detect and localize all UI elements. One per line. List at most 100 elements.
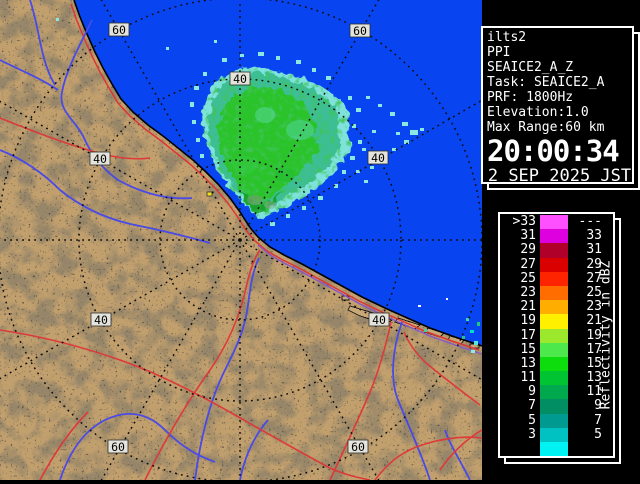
legend-left-label: 17: [520, 327, 536, 343]
legend-left-label: [500, 442, 540, 456]
legend-right-label: 21: [586, 313, 602, 329]
legend-left-label: 7: [528, 398, 536, 414]
range-ring-labels: 60 60 40 40 40 40 40 60 60: [89, 22, 390, 454]
radar-map: 60 60 40 40 40 40 40 60 60: [0, 0, 620, 484]
legend-color-swatch: [540, 356, 568, 372]
radar-map-canvas: 60 60 40 40 40 40 40 60 60: [0, 0, 620, 484]
legend-left-label: 3: [528, 426, 536, 442]
clock-date: 2 SEP 2025 JST: [487, 166, 632, 186]
legend-left-label: 19: [520, 313, 536, 329]
legend-right-label: 13: [586, 370, 602, 386]
legend-right-label: 11: [586, 384, 602, 400]
site-id: ilts2: [487, 30, 527, 45]
legend-right-label: 9: [594, 398, 602, 414]
legend-color-swatch: [540, 371, 568, 386]
legend-color-swatch: [540, 314, 568, 329]
prf-value: PRF: 1800Hz: [487, 90, 574, 105]
legend-color-swatch: [540, 342, 568, 357]
coast-line-purple: [257, 244, 483, 355]
legend-color-swatch: [540, 385, 568, 400]
legend-row: 29 31: [500, 242, 613, 258]
info-panel: ilts2 PPI SEAICE2_A_Z Task: SEAICE2_A PR…: [481, 26, 634, 186]
legend-right-label: 5: [594, 426, 602, 442]
legend-color-swatch: [540, 427, 568, 442]
clock-time: 20:00:34: [487, 134, 620, 168]
legend-row: 11 13: [500, 370, 613, 386]
legend-right-label: 17: [586, 341, 602, 357]
range-ring-label: 60: [112, 23, 126, 37]
legend-color-swatch: [540, 215, 568, 230]
range-ring-label: 40: [372, 313, 386, 327]
legend-row: 21 23: [500, 299, 613, 315]
legend-left-label: 11: [520, 370, 536, 386]
legend-right-label: 15: [586, 355, 602, 371]
legend-row: 9 11: [500, 384, 613, 400]
legend-row: 19 21: [500, 313, 613, 329]
legend-row: 15 17: [500, 341, 613, 357]
legend-color-swatch: [540, 442, 568, 457]
legend-color-swatch: [540, 285, 568, 301]
legend-left-label: 15: [520, 341, 536, 357]
legend-left-label: 13: [520, 355, 536, 371]
legend-right-label: 27: [586, 270, 602, 286]
legend-right-label: 23: [586, 299, 602, 315]
legend-row: 27 29: [500, 256, 613, 272]
legend-row-below-min: [500, 442, 613, 457]
max-range-value: Max Range:60 km: [487, 120, 605, 135]
coast-marker: [206, 191, 213, 197]
range-ring-label: 40: [233, 72, 247, 86]
legend-row: 31 33: [500, 228, 613, 244]
legend-left-label: 23: [520, 284, 536, 300]
range-ring-label: 40: [94, 313, 108, 327]
legend-right-label: 29: [586, 256, 602, 272]
elevation-value: Elevation:1.0: [487, 105, 589, 120]
shore-echo-speckles: [418, 298, 480, 353]
legend-left-label: 31: [520, 228, 536, 244]
legend-left-label: >33: [512, 214, 536, 229]
echo-speckles: [56, 18, 424, 226]
roads: [0, 117, 483, 481]
legend-left-label: 27: [520, 256, 536, 272]
legend-color-swatch: [540, 271, 568, 286]
legend-right-label: [568, 442, 602, 456]
range-ring-label: 60: [351, 440, 365, 454]
product-id: SEAICE2_A_Z: [487, 60, 574, 75]
legend-color-swatch: [540, 328, 568, 343]
task-name: Task: SEAICE2_A: [487, 75, 605, 90]
legend-color-swatch: [540, 229, 568, 244]
legend-color-swatch: [540, 300, 568, 315]
legend-right-label: ---: [578, 214, 602, 229]
echo-inner-patches: [233, 107, 314, 209]
reflectivity-legend: >33 --- 31 33 29 31 27 29 25 27 23 25 21 23 19 2…: [498, 212, 615, 458]
range-ring-label: 60: [111, 440, 125, 454]
legend-row: 13 15: [500, 355, 613, 372]
legend-right-label: 7: [594, 412, 602, 428]
legend-right-label: 19: [586, 327, 602, 343]
range-ring-label: 40: [371, 151, 385, 165]
legend-left-label: 25: [520, 270, 536, 286]
legend-left-label: 5: [528, 412, 536, 428]
coastline: [73, 0, 483, 347]
legend-color-swatch: [540, 413, 568, 428]
coast-road-red: [70, 3, 480, 351]
range-ring-label: 60: [353, 24, 367, 38]
legend-left-label: 21: [520, 299, 536, 315]
legend-right-label: 25: [586, 284, 602, 300]
range-ring-label: 40: [93, 152, 107, 166]
legend-left-label: 9: [528, 384, 536, 400]
legend-left-label: 29: [520, 242, 536, 258]
legend-right-label: 31: [586, 242, 602, 258]
scan-mode: PPI: [487, 45, 511, 60]
legend-row: >33 ---: [500, 214, 613, 230]
legend-row: 23 25: [500, 284, 613, 301]
legend-right-label: 33: [586, 228, 602, 244]
legend-color-swatch: [540, 243, 568, 258]
legend-color-swatch: [540, 399, 568, 414]
legend-row: 17 19: [500, 327, 613, 343]
legend-axis-title: Reflectivity in dBZ: [598, 260, 614, 410]
legend-color-swatch: [540, 257, 568, 272]
